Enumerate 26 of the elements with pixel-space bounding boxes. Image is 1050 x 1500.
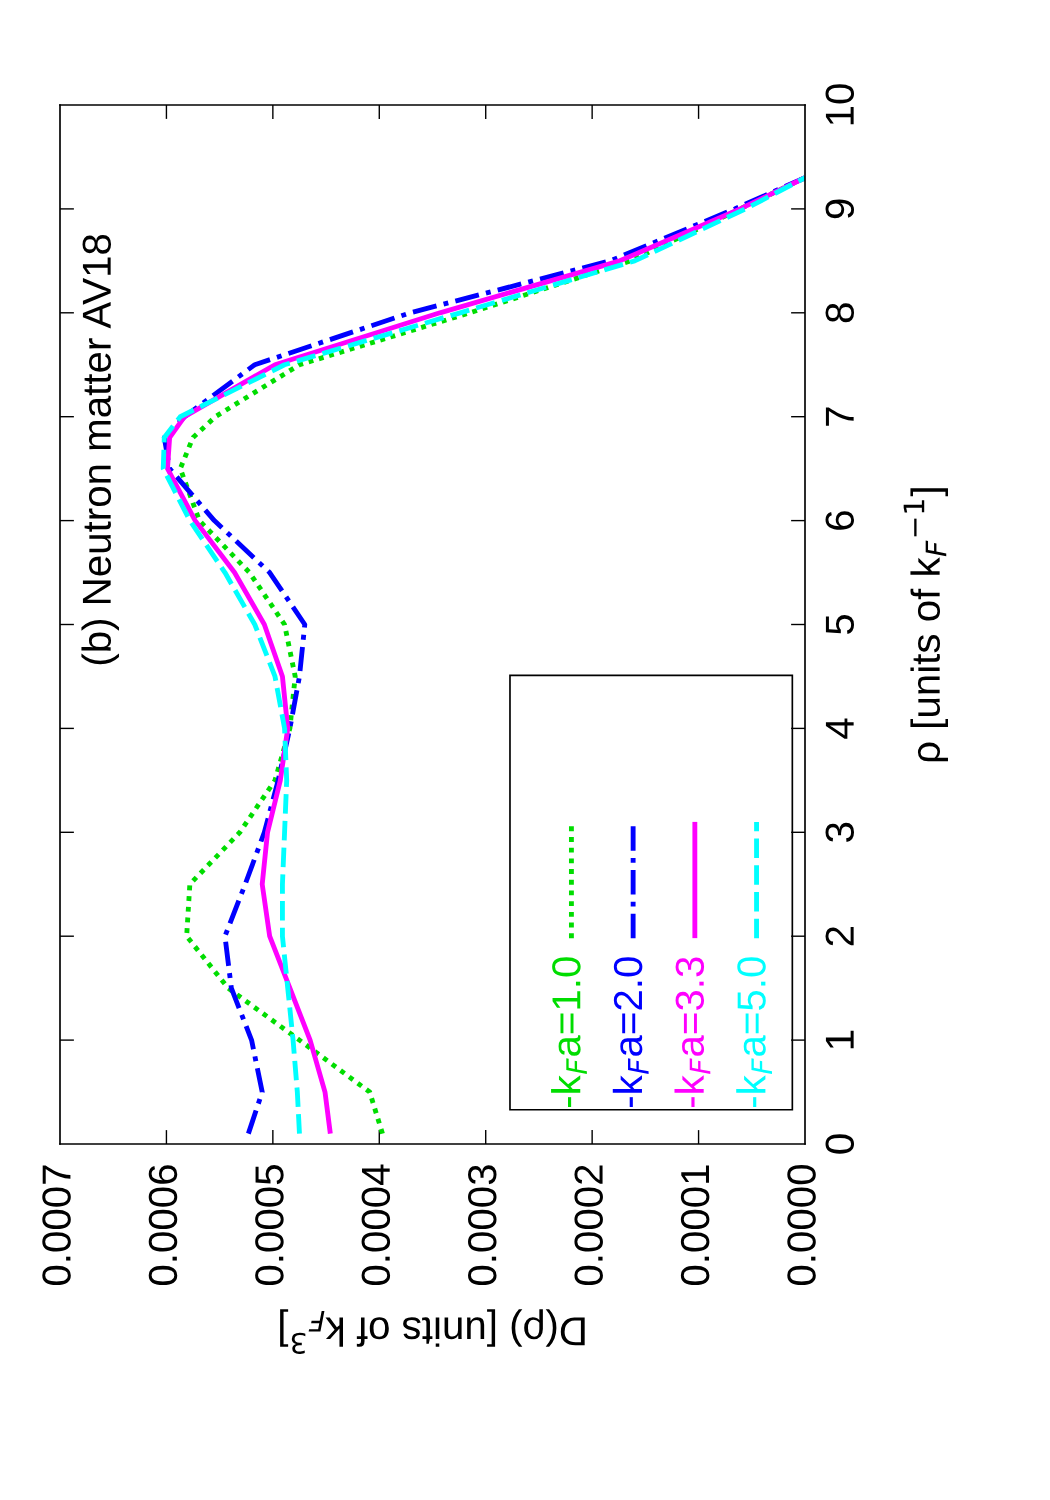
text: -k$_{F}$a=2.0 [612, 957, 649, 1107]
y-tick-label: 3 [825, 822, 855, 842]
text: -k$_{F}$a=1.0 [551, 957, 587, 1107]
y-axis-title: ρ [units of k$_{F}$$^{−1}$] [903, 488, 948, 762]
x-axis-title: D(ρ) [units of k$_{F}$$^{3}$] [280, 1309, 585, 1354]
x-tick-label: 0.0005 [255, 1165, 284, 1286]
y-tick-label: 4 [825, 718, 854, 739]
y-tick-label: 6 [825, 511, 855, 530]
y-tick-label: 0 [825, 1134, 855, 1154]
text: -k$_{F}$a=3.3 [674, 957, 711, 1107]
x-tick-label: 0.0002 [574, 1165, 603, 1286]
x-tick-label: 0.0003 [468, 1165, 497, 1286]
text: -k$_{F}$a=5.0 [736, 957, 772, 1107]
x-tick-label: 0.0007 [42, 1165, 71, 1286]
y-tick-label: 7 [825, 407, 854, 426]
y-tick-label: 10 [825, 84, 855, 125]
y-tick-label: 9 [825, 199, 855, 219]
y-tick-label: 5 [825, 614, 855, 635]
x-tick-label: 0.0006 [148, 1165, 178, 1286]
y-tick-label: 8 [825, 303, 855, 323]
text: (b) Neutron matter AV18 [81, 234, 119, 665]
x-tick-label: 0.0001 [680, 1165, 710, 1286]
x-tick-label: 0.0004 [361, 1164, 391, 1286]
y-tick-label: 2 [825, 927, 854, 946]
x-tick-label: 0.0000 [787, 1165, 816, 1286]
y-tick-label: 1 [825, 1030, 854, 1049]
